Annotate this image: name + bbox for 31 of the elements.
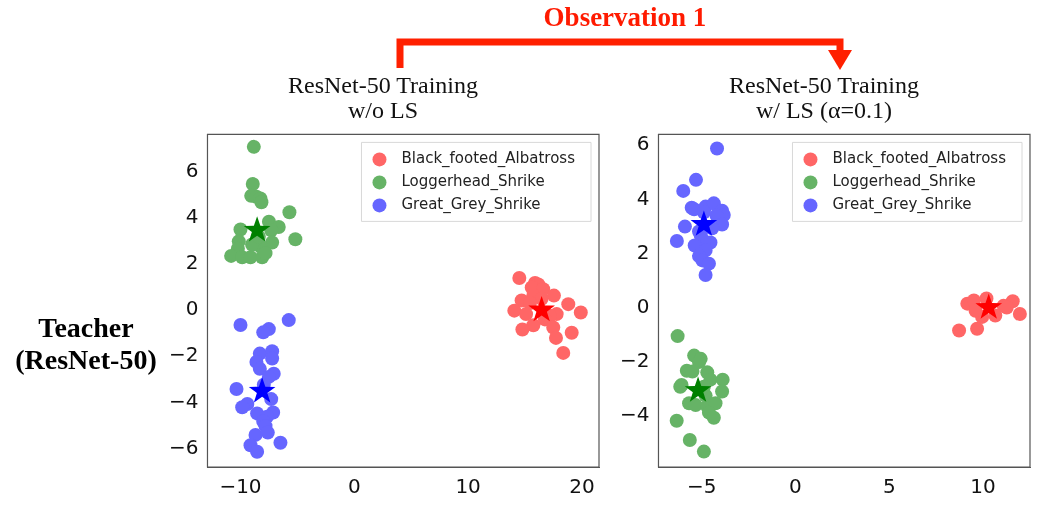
legend-label: Black_footed_Albatross (401, 149, 576, 169)
y-tick-label: 0 (636, 293, 650, 318)
y-tick-label: 0 (185, 296, 199, 321)
x-tick-label: 0 (789, 474, 802, 499)
x-tick-label: 0 (347, 474, 361, 499)
legend-label: Great_Grey_Shrike (401, 195, 541, 215)
legend-label: Loggerhead_Shrike (401, 172, 545, 192)
x-tick-label: 20 (569, 474, 595, 499)
x-tick-label: 5 (882, 474, 896, 499)
y-tick-label: −6 (169, 434, 199, 459)
y-tick-label: 4 (636, 185, 650, 210)
y-tick-label: −4 (169, 388, 199, 413)
chart-title: ResNet-50 Training w/o LS (287, 71, 479, 124)
y-tick-label: −2 (620, 347, 650, 372)
x-tick-label: −10 (219, 474, 262, 499)
legend-label: Black_footed_Albatross (832, 149, 1007, 169)
y-tick-label: 2 (636, 239, 650, 264)
y-tick-label: −2 (169, 342, 199, 367)
x-tick-label: 10 (970, 474, 996, 499)
y-tick-label: 6 (185, 157, 199, 182)
y-tick-label: 4 (185, 203, 199, 228)
text: Observation 1 (542, 2, 708, 34)
x-tick-label: 10 (455, 474, 481, 499)
y-tick-label: 6 (636, 131, 650, 156)
legend-label: Loggerhead_Shrike (832, 172, 976, 192)
legend-label: Great_Grey_Shrike (832, 195, 972, 215)
chart-title: ResNet-50 Training w/ LS (α=0.1) (728, 71, 920, 124)
y-tick-label: 2 (185, 249, 199, 274)
x-tick-label: −5 (686, 474, 717, 499)
text: Teacher (ResNet-50) (15, 312, 157, 376)
y-tick-label: −4 (620, 401, 650, 426)
